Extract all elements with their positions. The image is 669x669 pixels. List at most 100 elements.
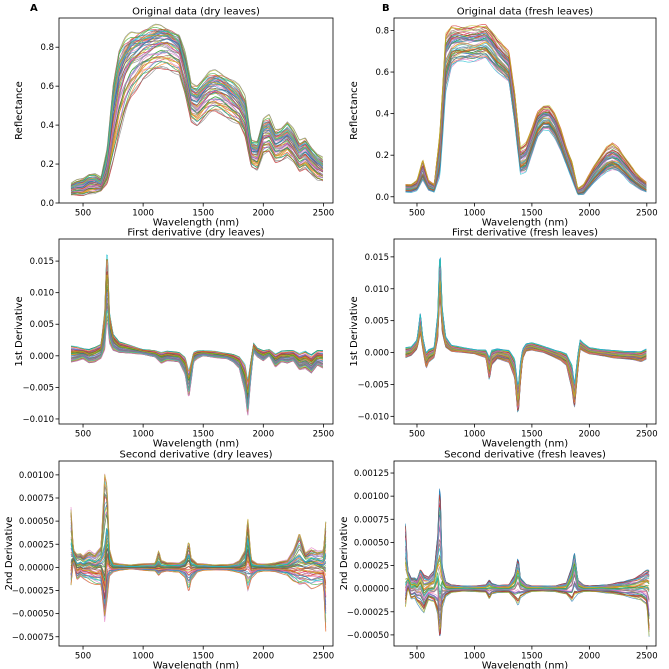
x-axis-label: Wavelength (nm) [153, 661, 239, 669]
series-line [405, 588, 650, 637]
x-tick-label: 2000 [579, 209, 601, 219]
series-line [405, 57, 647, 196]
chart-title: Second derivative (dry leaves) [119, 450, 272, 461]
x-tick-label: 2000 [252, 430, 274, 440]
y-axis-label: 1st Derivative [349, 296, 360, 366]
series-line [70, 543, 327, 581]
y-axis-label: 1st Derivative [14, 296, 25, 366]
x-tick-label: 1000 [132, 209, 154, 219]
chart-5: 500 1000 1500 2000 2500 −0.00075 −0.00050 −0.00… [4, 450, 334, 669]
x-tick-label: 2500 [313, 430, 335, 440]
y-tick-label: 0.8 [40, 43, 54, 53]
series-line [405, 39, 647, 193]
series-line [405, 580, 650, 624]
x-tick-label: 1500 [521, 652, 543, 662]
y-tick-label: 0.000 [365, 349, 389, 359]
series-line [405, 25, 647, 189]
series-line [405, 291, 647, 407]
panel-letter-a: A [30, 3, 38, 14]
chart-4: 500 1000 1500 2000 2500 −0.010 −0.005 0.000 0.00… [349, 228, 658, 450]
series-line [70, 322, 324, 416]
axes-frame [58, 17, 334, 204]
series-group [405, 488, 650, 637]
y-tick-label: 0.6 [40, 82, 54, 92]
panel-letter-b: B [382, 3, 390, 14]
x-tick-label: 1500 [192, 430, 214, 440]
y-tick-label: −0.00050 [12, 610, 54, 620]
series-group [70, 473, 327, 632]
y-tick-label: 0.6 [375, 68, 389, 78]
x-tick-label: 1500 [192, 652, 214, 662]
y-tick-label: 0.00000 [354, 585, 389, 595]
series-line [405, 563, 650, 594]
series-line [70, 33, 324, 188]
series-line [70, 562, 327, 614]
y-tick-label: −0.010 [23, 415, 54, 425]
series-line [70, 30, 324, 186]
series-line [70, 529, 327, 568]
y-tick-label: 0.00075 [354, 515, 389, 525]
x-tick-label: 1000 [464, 430, 486, 440]
series-group [405, 256, 647, 413]
series-line [70, 299, 323, 406]
series-line [70, 43, 324, 191]
y-tick-label: 0.00100 [19, 471, 54, 481]
x-tick-label: 500 [75, 652, 91, 662]
axes-frame [393, 238, 657, 425]
y-tick-label: −0.00050 [347, 631, 389, 641]
x-axis-label: Wavelength (nm) [482, 439, 568, 450]
y-axis-label: 2nd Derivative [339, 517, 350, 591]
y-tick-label: 0.8 [375, 26, 389, 36]
x-tick-label: 2000 [252, 209, 274, 219]
series-line [405, 42, 647, 194]
chart-title: Original data (fresh leaves) [457, 7, 594, 18]
y-tick-label: 0.005 [365, 317, 389, 327]
series-line [405, 53, 647, 195]
y-tick-label: 0.005 [30, 320, 54, 330]
series-line [71, 62, 324, 195]
y-tick-label: 0.4 [40, 121, 54, 131]
series-line [70, 309, 324, 410]
series-line [70, 61, 323, 195]
y-tick-label: 0.2 [375, 151, 389, 161]
y-tick-label: 0.4 [375, 110, 389, 120]
y-tick-label: 0.010 [365, 285, 389, 295]
y-tick-label: −0.010 [358, 412, 389, 422]
y-axis-label: 2nd Derivative [4, 517, 15, 591]
series-line [71, 52, 324, 193]
series-line [70, 41, 324, 190]
series-line [405, 47, 647, 194]
series-line [405, 280, 647, 401]
y-axis-label: Reflectance [349, 81, 360, 140]
x-axis-label: Wavelength (nm) [482, 218, 568, 229]
series-line [70, 23, 324, 184]
series-line [405, 584, 650, 625]
series-line [70, 30, 324, 187]
y-tick-label: −0.005 [358, 380, 389, 390]
y-tick-label: −0.00025 [12, 587, 54, 597]
chart-title: First derivative (fresh leaves) [452, 228, 598, 239]
series-line [71, 56, 324, 194]
series-line [70, 49, 324, 193]
series-line [70, 57, 324, 194]
y-tick-label: 0.00075 [19, 494, 54, 504]
series-line [405, 586, 650, 631]
series-line [70, 558, 327, 593]
y-tick-label: 0.00050 [354, 538, 389, 548]
axes-frame [393, 17, 657, 204]
series-line [70, 42, 324, 191]
series-group [70, 254, 324, 416]
chart-3: 500 1000 1500 2000 2500 −0.010 −0.005 0.000 0.00… [14, 228, 334, 450]
x-tick-label: 2000 [579, 430, 601, 440]
x-tick-label: 500 [409, 430, 425, 440]
x-tick-label: 2000 [579, 652, 601, 662]
series-line [70, 274, 323, 393]
y-tick-label: 0.0 [40, 199, 54, 209]
axes-frame [58, 238, 334, 425]
x-tick-label: 500 [409, 652, 425, 662]
x-tick-label: 2500 [313, 652, 335, 662]
chart-2: 500 1000 1500 2000 2500 0.0 0.2 0.4 0.6 0.8 Origin… [349, 7, 658, 229]
series-line [405, 526, 650, 588]
series-line [70, 34, 324, 188]
